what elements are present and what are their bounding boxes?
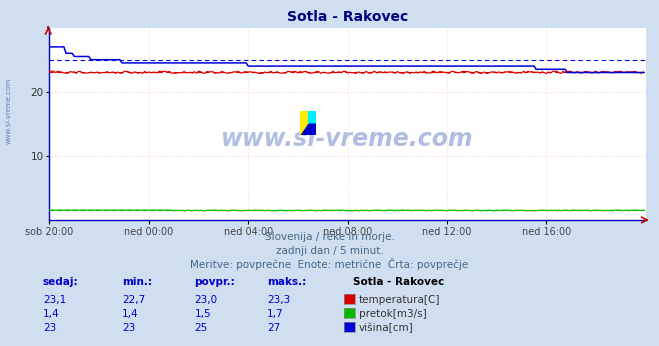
Text: 22,7: 22,7 <box>122 295 145 305</box>
Text: 23,1: 23,1 <box>43 295 66 305</box>
Bar <box>300 111 308 123</box>
Text: temperatura[C]: temperatura[C] <box>359 295 441 305</box>
Text: Slovenija / reke in morje.: Slovenija / reke in morje. <box>264 233 395 243</box>
Title: Sotla - Rakovec: Sotla - Rakovec <box>287 10 408 24</box>
Text: 23,0: 23,0 <box>194 295 217 305</box>
Text: www.si-vreme.com: www.si-vreme.com <box>5 78 11 144</box>
Polygon shape <box>300 123 308 135</box>
Text: www.si-vreme.com: www.si-vreme.com <box>221 127 474 151</box>
Text: 1,7: 1,7 <box>267 309 283 319</box>
Text: maks.:: maks.: <box>267 277 306 288</box>
Text: višina[cm]: višina[cm] <box>359 323 414 333</box>
Text: 23,3: 23,3 <box>267 295 290 305</box>
Polygon shape <box>308 111 316 123</box>
Polygon shape <box>300 123 316 135</box>
Text: zadnji dan / 5 minut.: zadnji dan / 5 minut. <box>275 246 384 256</box>
Text: 27: 27 <box>267 323 280 333</box>
Text: 1,5: 1,5 <box>194 309 211 319</box>
Text: 23: 23 <box>43 323 56 333</box>
Text: min.:: min.: <box>122 277 152 288</box>
Text: 25: 25 <box>194 323 208 333</box>
Text: 23: 23 <box>122 323 135 333</box>
Text: sedaj:: sedaj: <box>43 277 78 288</box>
Text: povpr.:: povpr.: <box>194 277 235 288</box>
Text: 1,4: 1,4 <box>43 309 59 319</box>
Text: pretok[m3/s]: pretok[m3/s] <box>359 309 427 319</box>
Bar <box>308 111 316 123</box>
Text: 1,4: 1,4 <box>122 309 138 319</box>
Text: Sotla - Rakovec: Sotla - Rakovec <box>353 277 444 288</box>
Text: Meritve: povprečne  Enote: metrične  Črta: povprečje: Meritve: povprečne Enote: metrične Črta:… <box>190 258 469 270</box>
